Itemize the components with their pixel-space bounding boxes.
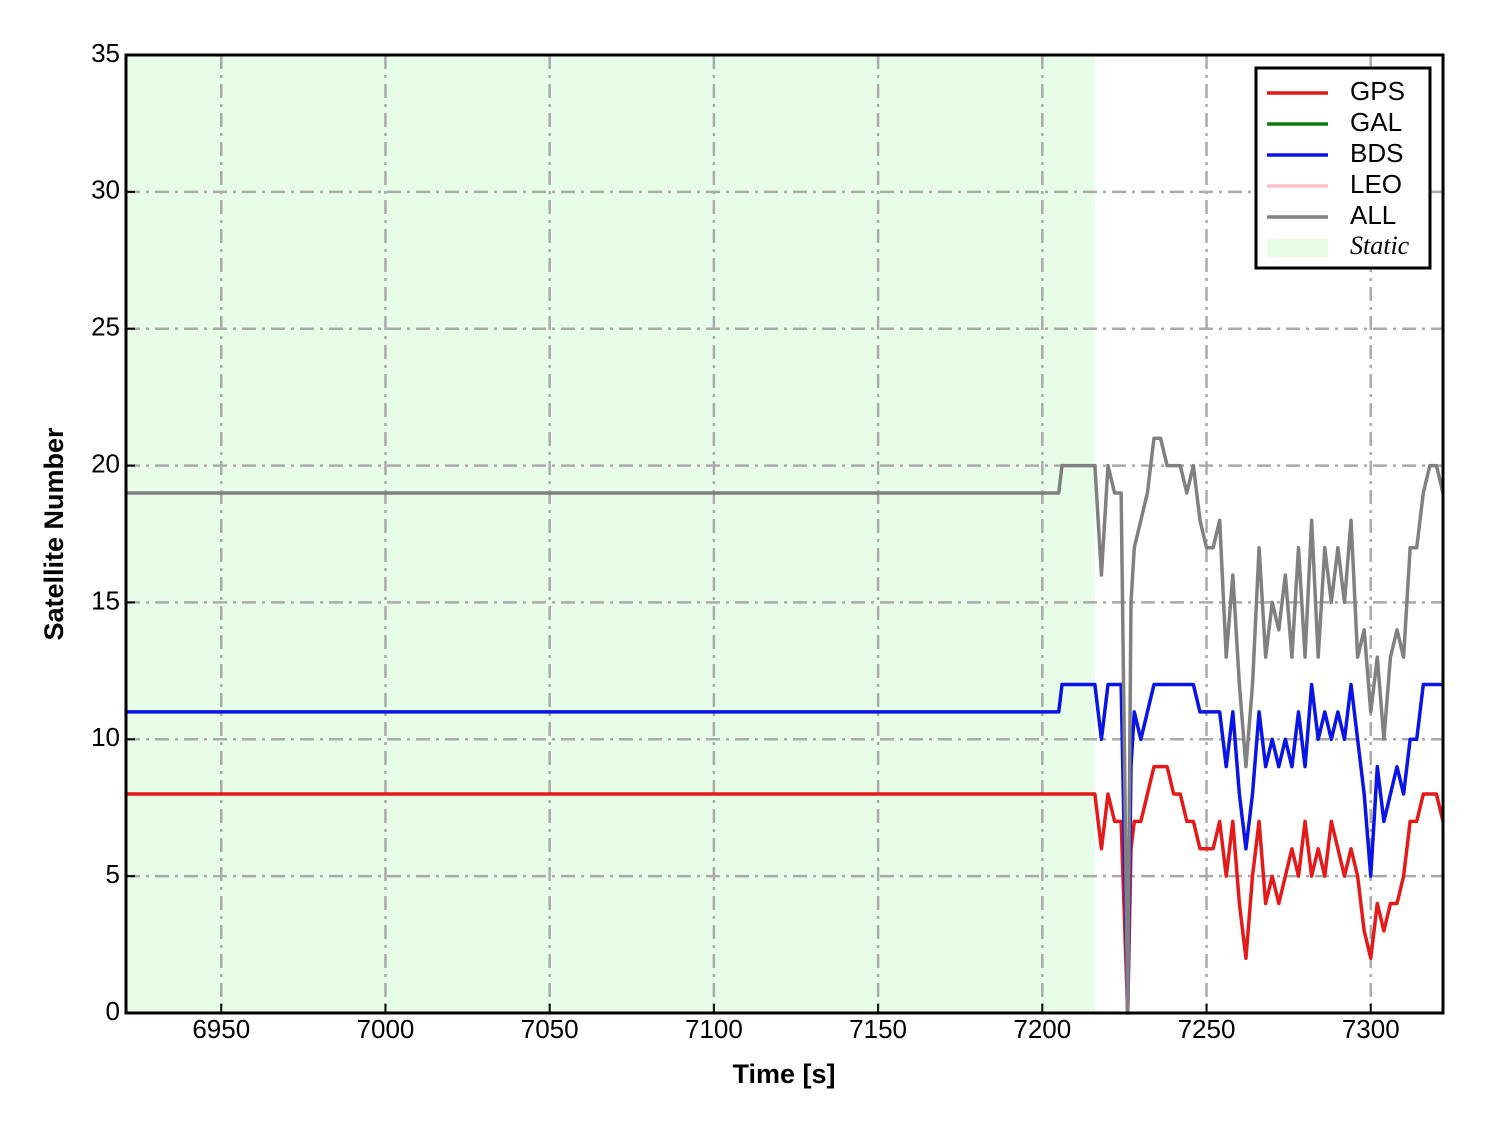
legend-label: LEO	[1350, 169, 1402, 199]
x-tick-label: 7100	[685, 1014, 743, 1044]
series-line	[126, 436, 1445, 1015]
y-tick-label: 15	[91, 585, 120, 615]
y-tick-label: 0	[106, 996, 120, 1026]
legend-label: GAL	[1350, 107, 1402, 137]
x-tick-label: 6950	[192, 1014, 250, 1044]
series-line	[126, 764, 1445, 1015]
y-tick-label: 30	[91, 175, 120, 205]
x-tick-label: 7050	[521, 1014, 579, 1044]
legend-label: GPS	[1350, 76, 1405, 106]
x-tick-label: 7000	[357, 1014, 415, 1044]
series-line	[126, 682, 1443, 1015]
plot-frame	[124, 53, 1445, 1015]
legend-box	[1254, 66, 1432, 270]
legend-label: Static	[1350, 231, 1410, 260]
x-tick-label: 7150	[849, 1014, 907, 1044]
y-axis-label: Satellite Number	[39, 427, 69, 641]
x-axis-label: Time [s]	[732, 1059, 835, 1089]
y-tick-label: 25	[91, 312, 120, 342]
y-tick-label: 10	[91, 722, 120, 752]
y-tick-label: 35	[91, 38, 120, 68]
legend-label: ALL	[1350, 200, 1396, 230]
y-tick-label: 5	[106, 859, 120, 889]
static-span	[126, 55, 1095, 1013]
legend-label: BDS	[1350, 138, 1403, 168]
legend-patch	[1267, 239, 1328, 257]
y-tick-label: 20	[91, 448, 120, 478]
x-tick-label: 7200	[1013, 1014, 1071, 1044]
x-tick-label: 7300	[1342, 1014, 1400, 1044]
x-tick-label: 7250	[1178, 1014, 1236, 1044]
